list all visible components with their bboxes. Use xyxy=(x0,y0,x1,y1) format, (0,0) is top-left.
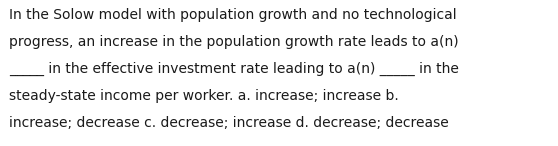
Text: In the Solow model with population growth and no technological: In the Solow model with population growt… xyxy=(9,8,456,22)
Text: increase; decrease c. decrease; increase d. decrease; decrease: increase; decrease c. decrease; increase… xyxy=(9,116,449,130)
Text: progress, an increase in the population growth rate leads to a(n): progress, an increase in the population … xyxy=(9,35,459,49)
Text: _____ in the effective investment rate leading to a(n) _____ in the: _____ in the effective investment rate l… xyxy=(9,62,459,76)
Text: steady-state income per worker. a. increase; increase b.: steady-state income per worker. a. incre… xyxy=(9,89,399,103)
